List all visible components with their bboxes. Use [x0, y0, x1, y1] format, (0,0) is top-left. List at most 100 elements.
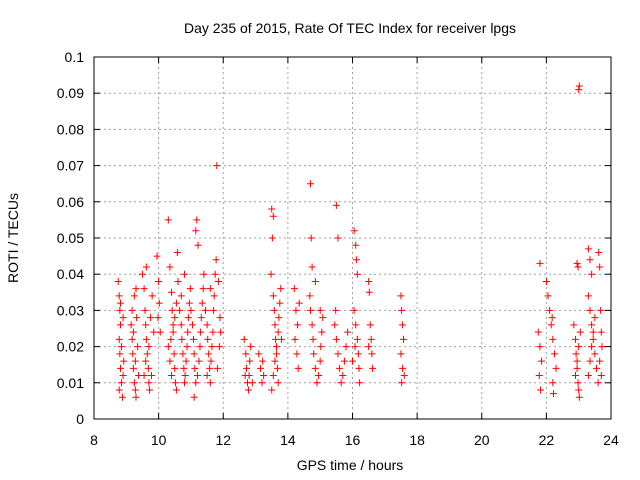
data-point: [592, 364, 600, 372]
data-point: [209, 328, 217, 336]
data-point: [167, 335, 175, 343]
data-point: [115, 292, 123, 300]
data-point: [399, 321, 407, 329]
data-point: [572, 350, 580, 358]
data-point: [258, 379, 266, 387]
data-point: [273, 350, 281, 358]
data-point: [132, 285, 140, 293]
data-point: [142, 335, 150, 343]
data-point: [244, 386, 252, 394]
data-point: [213, 364, 221, 372]
data-point: [183, 343, 191, 351]
data-point: [215, 343, 223, 351]
data-point: [274, 364, 282, 372]
data-point: [274, 379, 282, 387]
data-point: [216, 314, 224, 322]
data-point: [203, 372, 211, 380]
data-point: [570, 321, 578, 329]
data-point: [549, 335, 557, 343]
x-tick-label: 8: [90, 432, 98, 448]
data-point: [550, 350, 558, 358]
data-point: [176, 306, 184, 314]
data-point: [350, 306, 358, 314]
data-points: [114, 82, 606, 401]
data-point: [535, 372, 543, 380]
data-point: [365, 343, 373, 351]
data-point: [367, 335, 375, 343]
data-point: [575, 86, 583, 94]
data-point: [204, 335, 212, 343]
data-point: [190, 350, 198, 358]
data-point: [573, 259, 581, 267]
x-tick-label: 24: [603, 432, 619, 448]
data-point: [356, 379, 364, 387]
data-point: [255, 350, 263, 358]
y-tick-label: 0.06: [57, 194, 84, 210]
data-point: [171, 314, 179, 322]
data-point: [140, 285, 148, 293]
data-point: [210, 306, 218, 314]
data-point: [205, 350, 213, 358]
data-point: [166, 357, 174, 365]
data-point: [573, 357, 581, 365]
data-point: [368, 350, 376, 358]
data-point: [276, 299, 284, 307]
data-point: [597, 328, 605, 336]
data-point: [155, 277, 163, 285]
data-point: [199, 285, 207, 293]
data-point: [144, 364, 152, 372]
data-point: [313, 379, 321, 387]
data-point: [277, 335, 285, 343]
data-point: [571, 372, 579, 380]
data-point: [172, 299, 180, 307]
data-point: [336, 364, 344, 372]
data-point: [117, 343, 125, 351]
data-point: [142, 357, 150, 365]
data-point: [575, 386, 583, 394]
data-point: [549, 390, 557, 398]
data-point: [211, 270, 219, 278]
y-tick-label: 0.03: [57, 302, 84, 318]
data-point: [190, 335, 198, 343]
data-point: [197, 328, 205, 336]
y-tick-label: 0.08: [57, 121, 84, 137]
data-point: [217, 328, 225, 336]
data-point: [353, 270, 361, 278]
data-point: [186, 285, 194, 293]
chart-title: Day 235 of 2015, Rate Of TEC Index for r…: [184, 20, 516, 36]
data-point: [355, 364, 363, 372]
data-point: [588, 321, 596, 329]
axis-ticks: [93, 56, 612, 420]
data-point: [115, 335, 123, 343]
data-point: [184, 314, 192, 322]
y-tick-label: 0.05: [57, 230, 84, 246]
data-point: [589, 335, 597, 343]
data-point: [168, 372, 176, 380]
data-point: [317, 343, 325, 351]
data-point: [398, 379, 406, 387]
data-point: [369, 364, 377, 372]
data-point: [311, 277, 319, 285]
y-axis-tick-labels: 0 0.01 0.02 0.03 0.04 0.05 0.06 0.07 0.08 0.09 0.1: [57, 49, 84, 427]
x-axis-tick-labels: 8 10 12 14 16 18 20 22 24: [90, 432, 619, 448]
data-point: [332, 335, 340, 343]
data-point: [148, 292, 156, 300]
data-point: [596, 263, 604, 271]
data-point: [344, 328, 352, 336]
data-point: [184, 328, 192, 336]
data-point: [169, 328, 177, 336]
data-point: [127, 321, 135, 329]
data-point: [575, 82, 583, 90]
data-point: [400, 372, 408, 380]
data-point: [589, 328, 597, 336]
data-point: [594, 379, 602, 387]
data-point: [310, 350, 318, 358]
data-point: [571, 335, 579, 343]
data-point: [268, 386, 276, 394]
data-point: [173, 248, 181, 256]
data-point: [294, 321, 302, 329]
data-point: [584, 372, 592, 380]
data-point: [584, 245, 592, 253]
data-point: [595, 248, 603, 256]
